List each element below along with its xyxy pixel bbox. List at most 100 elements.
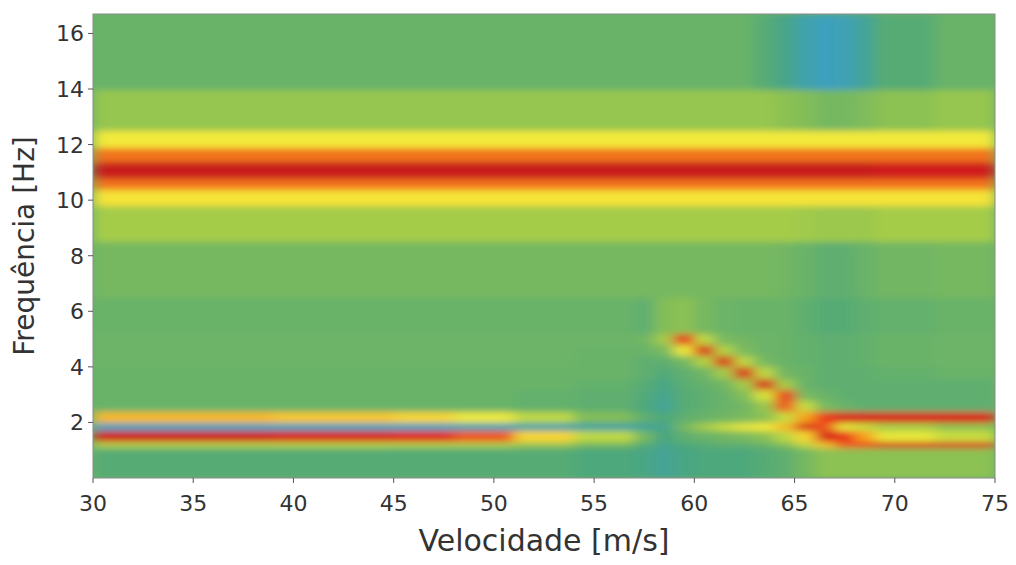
heatmap-cell <box>394 178 455 190</box>
heatmap-cell <box>714 89 735 131</box>
heatmap-cell <box>514 442 575 448</box>
plot-area <box>93 14 995 478</box>
heatmap-cell <box>754 389 775 401</box>
heatmap-cell <box>514 147 575 161</box>
heatmap-cell <box>694 422 715 431</box>
heatmap-cell <box>754 14 775 90</box>
heatmap-cell <box>93 206 154 243</box>
heatmap-cell <box>153 89 214 131</box>
heatmap-cell <box>935 14 995 90</box>
heatmap-cell <box>93 442 154 448</box>
heatmap-cell <box>654 178 675 190</box>
plot-background <box>93 14 995 478</box>
heatmap-cell <box>574 189 635 206</box>
heatmap-cell <box>394 345 455 357</box>
heatmap-cell <box>394 147 455 161</box>
heatmap-cell <box>714 389 735 401</box>
heatmap-cell <box>654 189 675 206</box>
heatmap-cell <box>835 345 856 357</box>
heatmap-cell <box>674 400 695 412</box>
heatmap-cell <box>514 242 575 298</box>
heatmap-cell <box>694 14 715 90</box>
heatmap-cell <box>654 442 675 448</box>
heatmap-cell <box>775 242 796 298</box>
heatmap-cell <box>935 442 995 448</box>
heatmap-cell <box>775 147 796 161</box>
heatmap-cell <box>775 378 796 390</box>
heatmap-cell <box>654 389 675 401</box>
heatmap-cell <box>875 442 936 448</box>
heatmap-cell <box>334 356 395 368</box>
heatmap-cell <box>775 411 796 423</box>
heatmap-cell <box>795 442 816 448</box>
y-tick-label: 10 <box>56 188 84 213</box>
heatmap-cell <box>654 334 675 346</box>
heatmap-cell <box>714 242 735 298</box>
heatmap-cell <box>394 389 455 401</box>
x-tick <box>794 478 795 483</box>
heatmap-cell <box>273 447 334 478</box>
heatmap-cell <box>754 297 775 334</box>
heatmap-cell <box>835 400 856 412</box>
heatmap-cell <box>93 131 154 148</box>
heatmap-cell <box>775 178 796 190</box>
heatmap-cell <box>795 242 816 298</box>
heatmap-cell <box>574 131 635 148</box>
heatmap-cell <box>153 147 214 161</box>
heatmap-cell <box>153 356 214 368</box>
heatmap-cell <box>153 422 214 431</box>
heatmap-cell <box>935 431 995 443</box>
heatmap-cell <box>93 367 154 379</box>
heatmap-cell <box>935 356 995 368</box>
heatmap-cell <box>815 147 836 161</box>
heatmap-cell <box>855 400 876 412</box>
heatmap-cell <box>273 189 334 206</box>
heatmap-cell <box>754 206 775 243</box>
heatmap-cell <box>454 442 515 448</box>
heatmap-cell <box>714 189 735 206</box>
heatmap-cell <box>775 131 796 148</box>
heatmap-cell <box>835 131 856 148</box>
heatmap-cell <box>634 161 655 178</box>
heatmap-cell <box>213 378 274 390</box>
heatmap-cell <box>634 367 655 379</box>
heatmap-cell <box>795 14 816 90</box>
heatmap-cell <box>835 411 856 423</box>
heatmap-cell <box>454 297 515 334</box>
heatmap-cell <box>835 367 856 379</box>
heatmap-cell <box>734 161 755 178</box>
heatmap-cell <box>795 131 816 148</box>
heatmap-cell <box>153 178 214 190</box>
heatmap-cell <box>835 447 856 478</box>
heatmap-cell <box>815 161 836 178</box>
heatmap-cell <box>213 389 274 401</box>
heatmap-cell <box>93 431 154 443</box>
heatmap-cell <box>694 356 715 368</box>
heatmap-cell <box>273 297 334 334</box>
heatmap-cell <box>835 147 856 161</box>
heatmap-cell <box>93 178 154 190</box>
heatmap-cell <box>514 297 575 334</box>
heatmap-cell <box>734 378 755 390</box>
heatmap-cell <box>514 189 575 206</box>
heatmap-cell <box>273 242 334 298</box>
heatmap-cell <box>273 206 334 243</box>
heatmap-cell <box>714 442 735 448</box>
heatmap-cell <box>875 389 936 401</box>
heatmap-cell <box>835 389 856 401</box>
heatmap-cell <box>694 334 715 346</box>
heatmap-cell <box>734 389 755 401</box>
heatmap-cell <box>213 147 274 161</box>
heatmap-cell <box>815 400 836 412</box>
heatmap-cell <box>694 378 715 390</box>
heatmap-cell <box>935 378 995 390</box>
heatmap-cell <box>795 297 816 334</box>
heatmap-cell <box>153 411 214 423</box>
heatmap-cell <box>654 378 675 390</box>
heatmap-cell <box>815 242 836 298</box>
heatmap-cell <box>734 367 755 379</box>
heatmap-cell <box>855 161 876 178</box>
heatmap-cell <box>674 147 695 161</box>
heatmap-cell <box>93 356 154 368</box>
x-tick-label: 40 <box>279 491 307 516</box>
